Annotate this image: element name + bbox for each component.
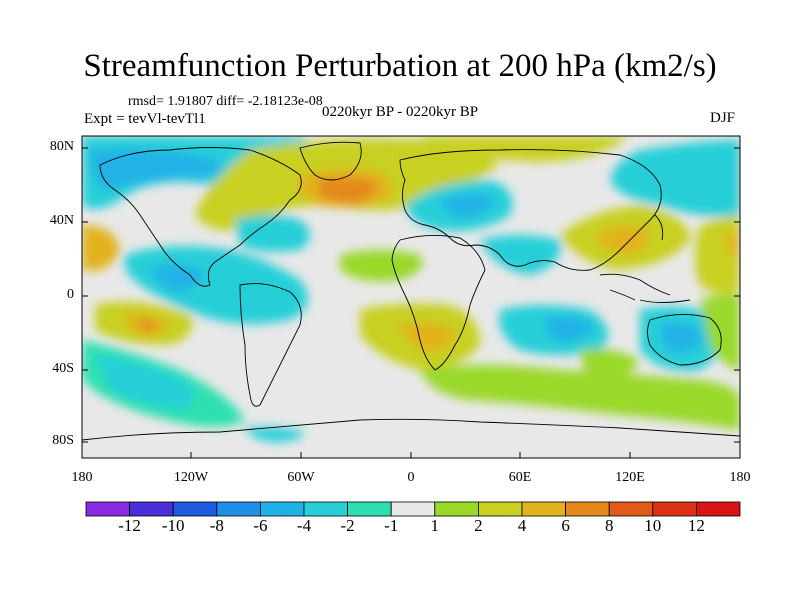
lon-label-60e: 60E	[508, 470, 532, 485]
lat-label-40n: 40N	[49, 213, 74, 228]
field-yellow-tropical-atlantic	[340, 250, 423, 282]
colorbar-tick-label: -6	[253, 516, 268, 535]
coast-south-america	[239, 283, 302, 407]
lon-label-180-west: 180	[71, 470, 93, 485]
colorbar-tick-label: 6	[561, 516, 570, 535]
coast-australia	[647, 314, 722, 366]
field-teal-south-pacific	[95, 355, 194, 410]
lon-label-180-east: 180	[729, 470, 751, 485]
colorbar-swatch	[521, 501, 566, 517]
coast-africa	[391, 235, 486, 371]
coast-southeast-asia	[599, 273, 691, 303]
field-blue-india	[480, 235, 561, 275]
colorbar-tick-label: -1	[384, 516, 399, 535]
lat-label-80s: 80S	[52, 433, 74, 448]
colorbar-swatch	[303, 501, 348, 517]
colorbar-swatch	[390, 501, 436, 517]
lon-label-0: 0	[407, 470, 415, 485]
coastlines	[82, 141, 740, 441]
colorbar	[85, 501, 741, 517]
colorbar-swatch	[652, 501, 697, 517]
field-blue-australia-core	[660, 322, 705, 352]
field-blue-west-pacific	[610, 140, 740, 217]
field-green-southern-ocean	[420, 365, 740, 430]
season-label: DJF	[710, 110, 736, 126]
field-blue-indian-core	[545, 316, 595, 342]
lat-label-40s: 40S	[52, 361, 74, 376]
lon-label-120w: 120W	[173, 470, 209, 485]
coast-antarctica	[82, 418, 740, 441]
coast-north-america	[99, 147, 302, 287]
coast-japan	[654, 214, 664, 241]
field-yellow-arctic	[420, 136, 630, 162]
lat-label-80n: 80N	[49, 139, 74, 154]
colorbar-swatch	[696, 501, 741, 517]
colorbar-tick-label: 4	[517, 516, 527, 535]
colorbar-tick-label: -4	[296, 516, 312, 535]
field-dark-orange-north-atlantic	[318, 177, 376, 204]
period-label: 0220kyr BP - 0220kyr BP	[322, 104, 479, 120]
colorbar-tick-label: 12	[687, 516, 705, 535]
colorbar-swatch	[85, 501, 130, 517]
colorbar-swatch	[347, 501, 392, 517]
colorbar-swatch	[608, 501, 654, 517]
colorbar-swatch	[216, 501, 261, 517]
field-dark-orange-south-pacific	[140, 319, 158, 331]
plot-title: Streamfunction Perturbation at 200 hPa (…	[83, 48, 717, 84]
field-blue-tropical-atlantic	[235, 215, 310, 252]
coast-europe-asia	[399, 149, 662, 271]
field-orange-west-edge	[82, 225, 120, 271]
lat-label-0: 0	[67, 287, 74, 302]
contour-fields	[82, 136, 740, 442]
colorbar-swatch	[129, 501, 174, 517]
colorbar-tick-label: -2	[340, 516, 355, 535]
colorbar-swatch	[434, 501, 479, 517]
colorbar-swatch	[565, 501, 610, 517]
colorbar-swatch	[172, 501, 218, 517]
lon-label-60w: 60W	[287, 470, 315, 485]
stats-text: rmsd= 1.91807 diff= -2.18123e-08	[128, 94, 323, 109]
colorbar-tick-label: -10	[161, 516, 185, 535]
field-blue-eurasia-core	[440, 194, 495, 218]
field-orange-east-asia	[595, 226, 648, 255]
colorbar-tick-label: 1	[430, 516, 440, 535]
colorbar-tick-label: -8	[209, 516, 224, 535]
field-orange-pacific-east	[725, 232, 740, 260]
colorbar-tick-label: -12	[118, 516, 141, 535]
colorbar-tick-label: 2	[474, 516, 483, 535]
colorbar-tick-label: 10	[644, 516, 662, 535]
experiment-label: Expt = tevVl-tevTl1	[84, 111, 206, 127]
lon-label-120e: 120E	[615, 470, 645, 485]
field-teal-antarctic	[245, 427, 305, 442]
coast-greenland	[299, 141, 362, 181]
field-blue-tropical-core	[150, 264, 205, 292]
colorbar-tick-label: 8	[604, 516, 614, 535]
field-blue-north-pacific-core	[90, 148, 223, 190]
axis-ticks	[81, 147, 741, 458]
field-orange-south-atlantic	[400, 322, 455, 352]
colorbar-swatch	[259, 501, 305, 517]
field-green-south-indian	[580, 348, 640, 380]
colorbar-swatch	[477, 501, 523, 517]
